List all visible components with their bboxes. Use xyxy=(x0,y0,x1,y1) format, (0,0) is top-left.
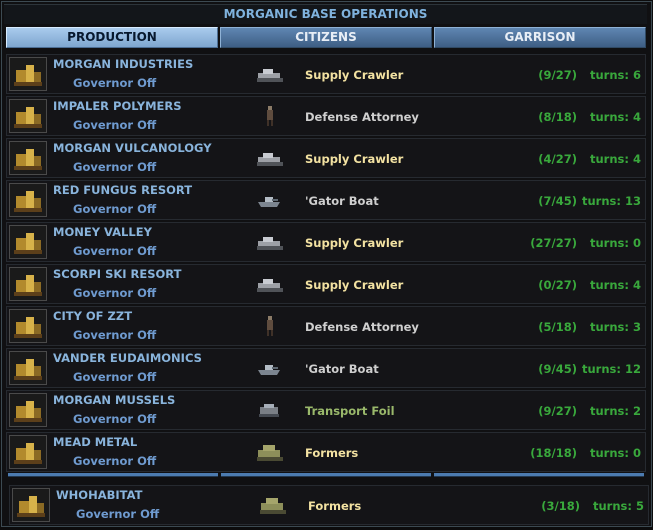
base-icon[interactable] xyxy=(9,351,47,385)
scrollbar-segment[interactable] xyxy=(221,473,431,477)
governor-status[interactable]: Governor Off xyxy=(73,76,157,90)
base-icon[interactable] xyxy=(9,435,47,469)
base-icon[interactable] xyxy=(9,393,47,427)
base-name[interactable]: VANDER EUDAIMONICS xyxy=(53,351,202,365)
governor-status[interactable]: Governor Off xyxy=(73,160,157,174)
governor-status[interactable]: Governor Off xyxy=(73,202,157,216)
production-item[interactable]: Defense Attorney xyxy=(305,320,419,334)
base-row[interactable]: MORGAN VULCANOLOGY Governor Off Supply C… xyxy=(6,138,646,178)
governor-status[interactable]: Governor Off xyxy=(73,454,157,468)
tab-garrison[interactable]: GARRISON xyxy=(434,27,646,48)
boat-icon xyxy=(255,189,285,211)
base-icon[interactable] xyxy=(9,99,47,133)
production-progress: (9/27) xyxy=(538,404,577,418)
production-progress: (8/18) xyxy=(538,110,577,124)
base-row[interactable]: MONEY VALLEY Governor Off Supply Crawler… xyxy=(6,222,646,262)
base-name[interactable]: MORGAN MUSSELS xyxy=(53,393,176,407)
base-name[interactable]: IMPALER POLYMERS xyxy=(53,99,182,113)
scrollbar-segment[interactable] xyxy=(8,473,218,477)
base-icon[interactable] xyxy=(9,225,47,259)
production-progress: (9/27) xyxy=(538,68,577,82)
base-name[interactable]: WHOHABITAT xyxy=(56,488,143,502)
governor-status[interactable]: Governor Off xyxy=(73,244,157,258)
current-base-summary: WHOHABITAT Governor Off Formers (3/18) t… xyxy=(9,485,649,525)
turns-remaining: turns: 12 xyxy=(582,362,641,376)
base-name[interactable]: MORGAN VULCANOLOGY xyxy=(53,141,212,155)
turns-remaining: turns: 4 xyxy=(590,110,641,124)
base-name[interactable]: MEAD METAL xyxy=(53,435,138,449)
base-list: MORGAN INDUSTRIES Governor Off Supply Cr… xyxy=(6,54,646,474)
tab-production[interactable]: PRODUCTION xyxy=(6,27,218,48)
tab-citizens[interactable]: CITIZENS xyxy=(220,27,432,48)
base-icon[interactable] xyxy=(12,488,50,522)
boat-icon xyxy=(255,357,285,379)
turns-remaining: turns: 0 xyxy=(590,236,641,250)
turns-remaining: turns: 2 xyxy=(590,404,641,418)
turns-remaining: turns: 3 xyxy=(590,320,641,334)
infantry-icon xyxy=(255,315,285,337)
base-name[interactable]: SCORPI SKI RESORT xyxy=(53,267,182,281)
base-icon[interactable] xyxy=(9,183,47,217)
governor-status[interactable]: Governor Off xyxy=(73,370,157,384)
base-icon[interactable] xyxy=(9,267,47,301)
base-row[interactable]: MORGAN INDUSTRIES Governor Off Supply Cr… xyxy=(6,54,646,94)
base-row[interactable]: CITY OF ZZT Governor Off Defense Attorne… xyxy=(6,306,646,346)
base-icon[interactable] xyxy=(9,309,47,343)
production-progress: (3/18) xyxy=(541,499,580,513)
base-icon[interactable] xyxy=(9,141,47,175)
turns-remaining: turns: 0 xyxy=(590,446,641,460)
production-item[interactable]: Formers xyxy=(305,446,359,460)
formers-icon xyxy=(258,494,288,516)
production-progress: (27/27) xyxy=(530,236,577,250)
base-row[interactable]: IMPALER POLYMERS Governor Off Defense At… xyxy=(6,96,646,136)
production-item[interactable]: Defense Attorney xyxy=(305,110,419,124)
base-row[interactable]: MORGAN MUSSELS Governor Off Transport Fo… xyxy=(6,390,646,430)
scrollbar[interactable] xyxy=(8,473,644,479)
turns-remaining: turns: 13 xyxy=(582,194,641,208)
base-icon[interactable] xyxy=(9,57,47,91)
production-item[interactable]: 'Gator Boat xyxy=(305,194,379,208)
crawler-icon xyxy=(255,63,285,85)
production-progress: (0/27) xyxy=(538,278,577,292)
base-row[interactable]: SCORPI SKI RESORT Governor Off Supply Cr… xyxy=(6,264,646,304)
turns-remaining: turns: 6 xyxy=(590,68,641,82)
base-row[interactable]: RED FUNGUS RESORT Governor Off 'Gator Bo… xyxy=(6,180,646,220)
turns-remaining: turns: 4 xyxy=(590,278,641,292)
production-item[interactable]: Supply Crawler xyxy=(305,236,404,250)
governor-status[interactable]: Governor Off xyxy=(73,412,157,426)
current-base-row[interactable]: WHOHABITAT Governor Off Formers (3/18) t… xyxy=(9,485,649,525)
crawler-icon xyxy=(255,273,285,295)
crawler-icon xyxy=(255,231,285,253)
governor-status[interactable]: Governor Off xyxy=(73,118,157,132)
production-item[interactable]: Supply Crawler xyxy=(305,278,404,292)
turns-remaining: turns: 5 xyxy=(593,499,644,513)
base-row[interactable]: VANDER EUDAIMONICS Governor Off 'Gator B… xyxy=(6,348,646,388)
production-progress: (5/18) xyxy=(538,320,577,334)
production-item[interactable]: Formers xyxy=(308,499,362,513)
production-progress: (7/45) xyxy=(538,194,577,208)
production-item[interactable]: Transport Foil xyxy=(305,404,395,418)
governor-status[interactable]: Governor Off xyxy=(73,328,157,342)
base-name[interactable]: CITY OF ZZT xyxy=(53,309,133,323)
scrollbar-segment[interactable] xyxy=(434,473,644,477)
production-progress: (9/45) xyxy=(538,362,577,376)
window-title: MORGANIC BASE OPERATIONS xyxy=(4,4,647,24)
governor-status[interactable]: Governor Off xyxy=(73,286,157,300)
tab-bar: PRODUCTION CITIZENS GARRISON xyxy=(6,27,646,48)
production-item[interactable]: Supply Crawler xyxy=(305,152,404,166)
base-name[interactable]: RED FUNGUS RESORT xyxy=(53,183,193,197)
production-item[interactable]: 'Gator Boat xyxy=(305,362,379,376)
production-progress: (4/27) xyxy=(538,152,577,166)
production-progress: (18/18) xyxy=(530,446,577,460)
foil-icon xyxy=(255,399,285,421)
production-item[interactable]: Supply Crawler xyxy=(305,68,404,82)
crawler-icon xyxy=(255,147,285,169)
base-name[interactable]: MORGAN INDUSTRIES xyxy=(53,57,194,71)
turns-remaining: turns: 4 xyxy=(590,152,641,166)
formers-icon xyxy=(255,441,285,463)
governor-status[interactable]: Governor Off xyxy=(76,507,160,521)
base-row[interactable]: MEAD METAL Governor Off Formers (18/18) … xyxy=(6,432,646,472)
base-name[interactable]: MONEY VALLEY xyxy=(53,225,152,239)
infantry-icon xyxy=(255,105,285,127)
